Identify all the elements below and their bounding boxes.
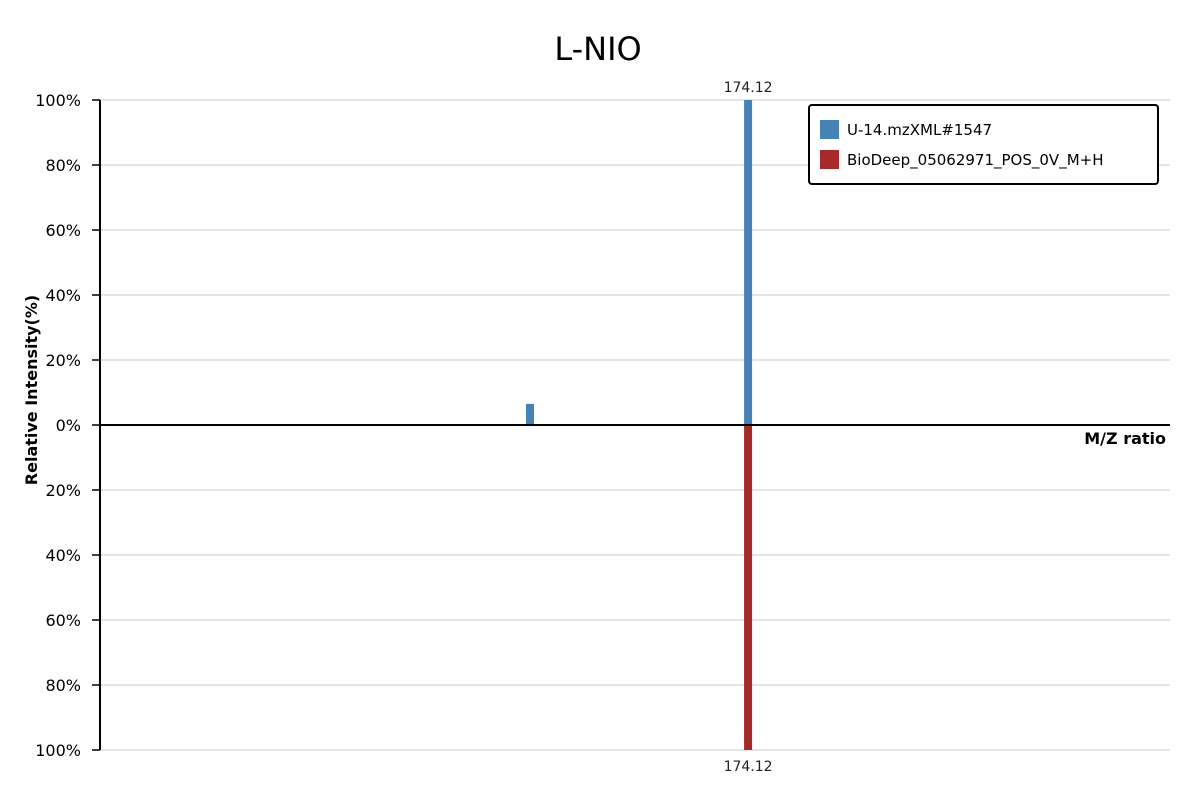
y-tick-label: 40%: [45, 546, 81, 565]
y-tick-label: 80%: [45, 156, 81, 175]
peak-bar: [525, 403, 534, 425]
y-tick-label: 0%: [56, 416, 81, 435]
y-tick-label: 80%: [45, 676, 81, 695]
x-axis-title: M/Z ratio: [1084, 429, 1166, 448]
legend-label: U-14.mzXML#1547: [847, 121, 992, 139]
peak-labels: 174.12 174.12: [724, 80, 773, 775]
peak-bar: [744, 100, 753, 425]
legend-label: BioDeep_05062971_POS_0V_M+H: [847, 151, 1103, 170]
y-tick-labels: 100% 80% 60% 40% 20% 0% 20% 40% 60% 80% 100%: [35, 91, 100, 760]
y-tick-label: 40%: [45, 286, 81, 305]
grid-lines: [100, 99, 1170, 751]
legend-swatch: [820, 120, 839, 139]
peak-label: 174.12: [724, 80, 773, 96]
legend: U-14.mzXML#1547 BioDeep_05062971_POS_0V_M…: [808, 104, 1159, 185]
chart-title: L-NIO: [554, 30, 641, 68]
peak-bar: [744, 425, 753, 750]
legend-box: [808, 104, 1159, 185]
legend-swatch: [820, 150, 839, 169]
y-axis-title: Relative Intensity(%): [22, 295, 41, 485]
peak-bars: [525, 100, 753, 750]
axes: [99, 100, 1170, 750]
y-tick-label: 60%: [45, 611, 81, 630]
y-tick-label: 100%: [35, 741, 81, 760]
y-tick-label: 100%: [35, 91, 81, 110]
y-tick-label: 60%: [45, 221, 81, 240]
y-tick-label: 20%: [45, 481, 81, 500]
peak-label: 174.12: [724, 759, 773, 775]
y-tick-label: 20%: [45, 351, 81, 370]
